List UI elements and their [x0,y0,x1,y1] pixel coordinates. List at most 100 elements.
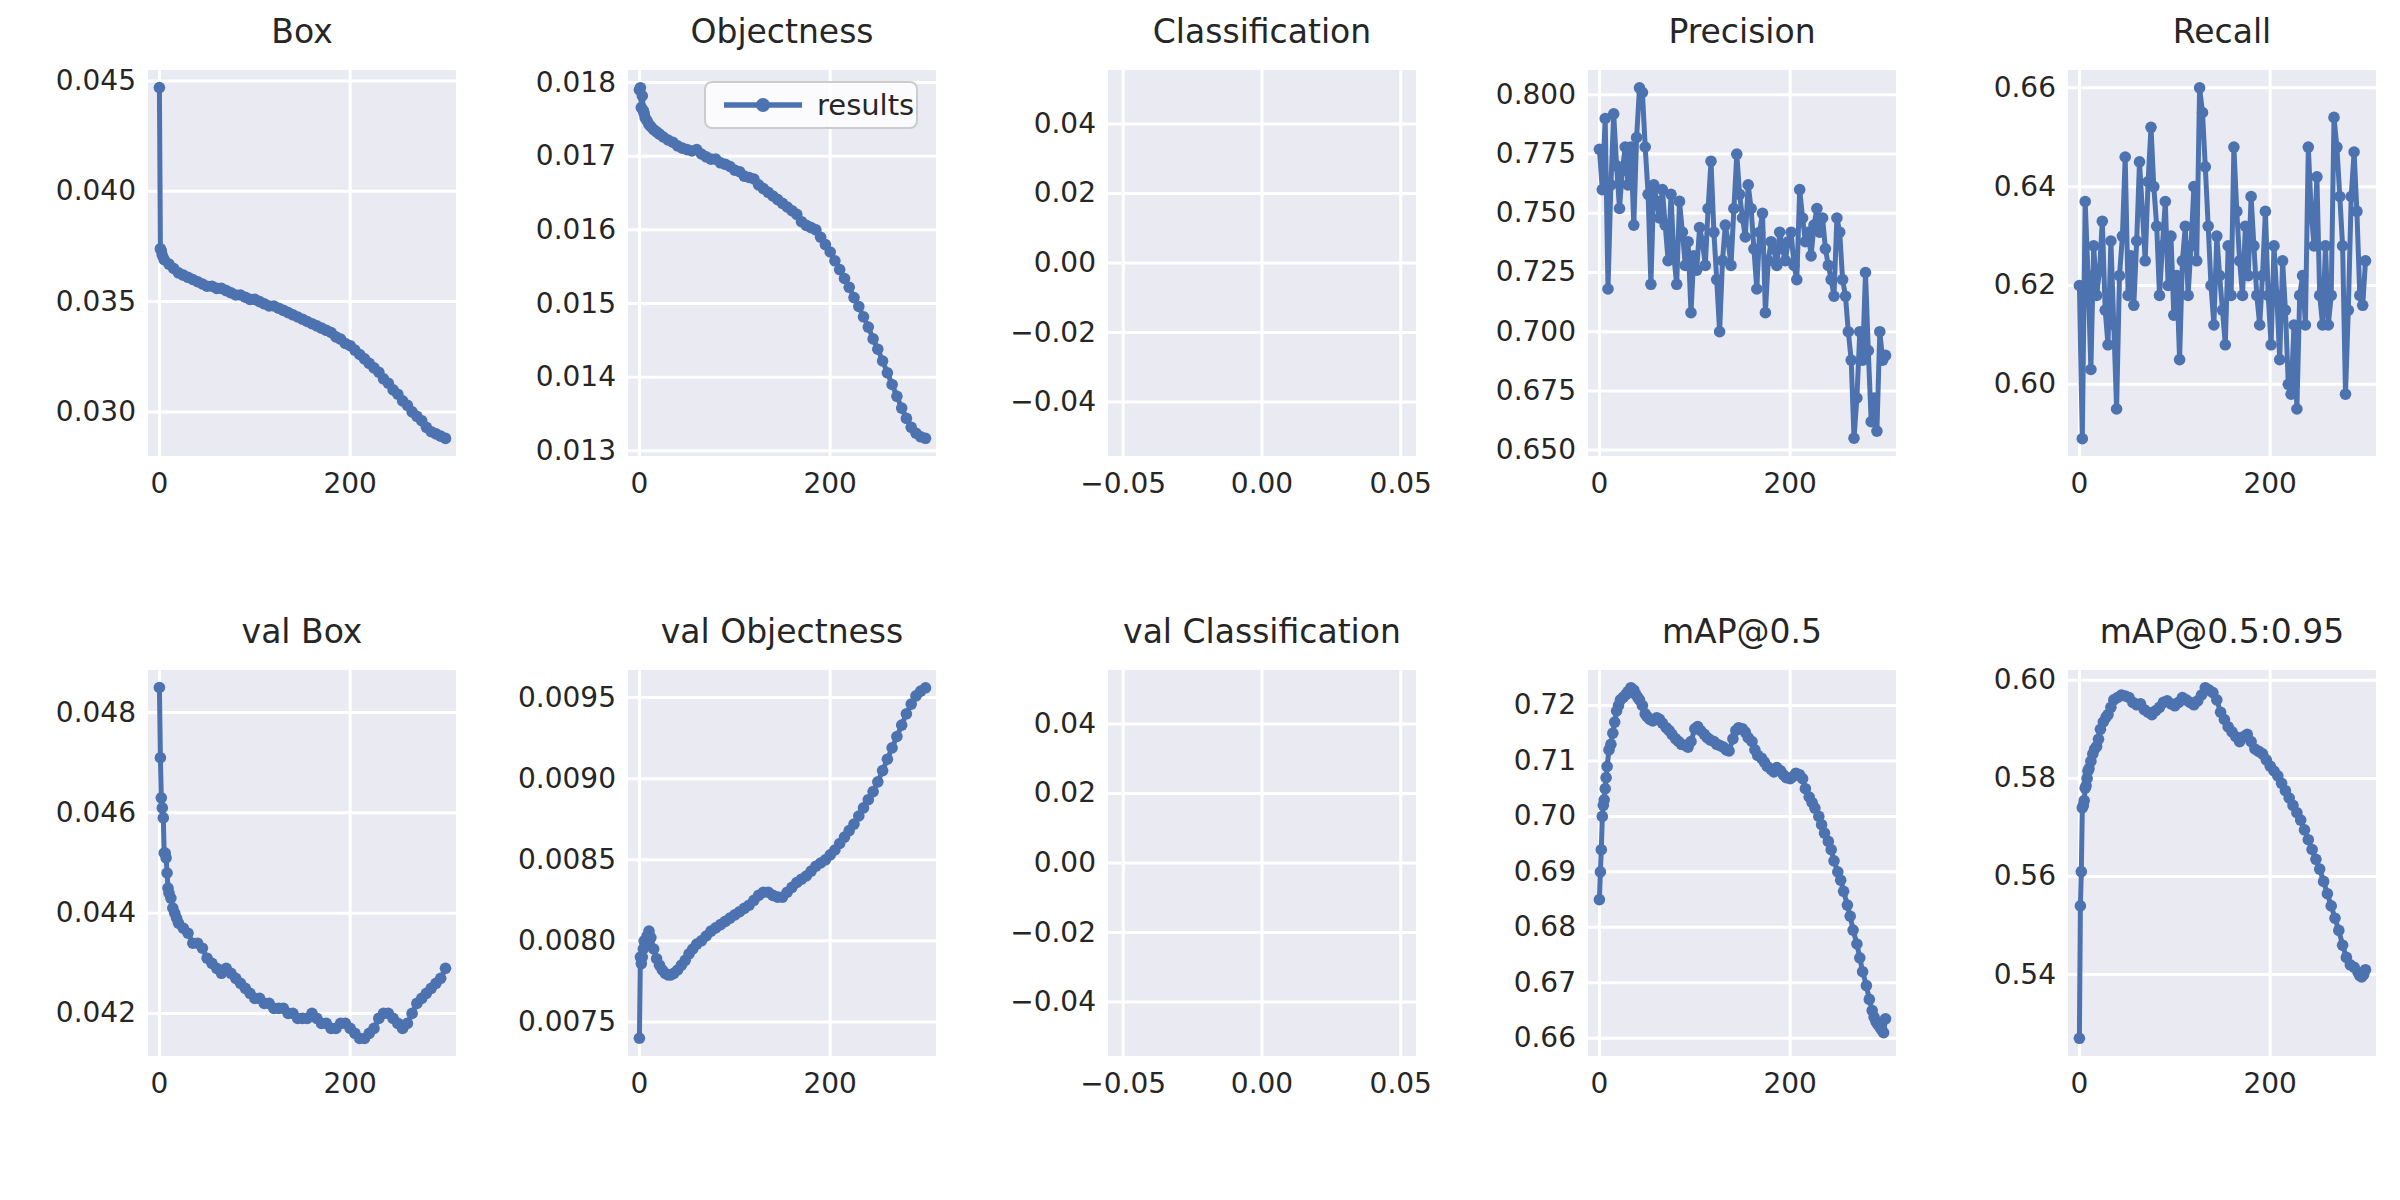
map50-95-plot [2068,670,2376,1056]
y-tick-label: 0.013 [480,437,616,465]
plot-title: mAP@0.5:0.95 [2068,612,2376,652]
y-tick-label: 0.72 [1440,691,1576,719]
x-tick-label: 0 [1591,470,1609,498]
plot-background [148,670,456,1056]
subplot-map50: mAP@0.5 0.660.670.680.690.700.710.720200 [1440,600,1920,1200]
subplot-precision: Precision 0.6500.6750.7000.7250.7500.775… [1440,0,1920,600]
x-tick-label: 200 [323,1070,376,1098]
classification-loss-plot [1108,70,1416,456]
val-classification-loss-plot [1108,670,1416,1056]
y-tick-label: 0.675 [1440,377,1576,405]
x-tick-label: 200 [1763,470,1816,498]
y-tick-label: 0.045 [0,67,136,95]
x-tick-label: 0.05 [1370,470,1432,498]
subplot-val-classification: val Classification −0.04 −0.02 0.00 0.02 0.0… [960,600,1440,1200]
x-tick-label: 0 [1591,1070,1609,1098]
plot-title: Objectness [628,12,936,52]
y-tick-label: 0.68 [1440,913,1576,941]
y-tick-label: −0.02 [960,919,1096,947]
x-tick-label: 0.00 [1231,470,1293,498]
y-tick-label: 0.60 [1920,370,2056,398]
y-tick-label: 0.00 [960,249,1096,277]
subplot-map50-95: mAP@0.5:0.95 0.540.560.580.600200 [1920,600,2400,1200]
y-tick-label: 0.650 [1440,436,1576,464]
x-tick-label: 200 [803,470,856,498]
y-tick-label: 0.70 [1440,802,1576,830]
y-tick-label: 0.0080 [480,927,616,955]
y-tick-label: 0.71 [1440,747,1576,775]
y-tick-label: 0.725 [1440,258,1576,286]
y-tick-label: 0.62 [1920,271,2056,299]
y-tick-label: 0.044 [0,899,136,927]
y-tick-label: 0.04 [960,710,1096,738]
x-tick-label: 200 [2243,470,2296,498]
x-tick-label: 0.00 [1231,1070,1293,1098]
y-tick-label: 0.66 [1920,74,2056,102]
y-tick-label: 0.02 [960,779,1096,807]
y-tick-label: −0.02 [960,319,1096,347]
plot-background [1588,70,1896,456]
y-tick-label: 0.04 [960,110,1096,138]
x-tick-label: 0 [631,470,649,498]
x-tick-label: 0 [631,1070,649,1098]
legend-marker-icon [756,98,770,112]
y-tick-label: 0.64 [1920,173,2056,201]
plot-title: Recall [2068,12,2376,52]
y-tick-label: 0.040 [0,177,136,205]
y-tick-label: 0.014 [480,363,616,391]
val-objectness-loss-plot [628,670,936,1056]
box-loss-plot [148,70,456,456]
plot-title: val Box [148,612,456,652]
x-tick-label: 0.05 [1370,1070,1432,1098]
val-box-loss-plot [148,670,456,1056]
subplot-recall: Recall 0.60 0.62 0.64 0.66 0 200 [1920,0,2400,600]
y-tick-label: 0.775 [1440,140,1576,168]
y-tick-label: 0.016 [480,216,616,244]
y-tick-label: 0.69 [1440,858,1576,886]
y-tick-label: 0.0075 [480,1008,616,1036]
results-figure: Box 0.0300.0350.0400.0450200 Objectness … [0,0,2400,1200]
y-tick-label: 0.030 [0,398,136,426]
y-tick-label: 0.67 [1440,969,1576,997]
y-tick-label: 0.048 [0,699,136,727]
y-tick-label: 0.56 [1920,862,2056,890]
y-tick-label: 0.0090 [480,765,616,793]
x-tick-label: 200 [803,1070,856,1098]
plot-title: Box [148,12,456,52]
y-tick-label: 0.750 [1440,199,1576,227]
y-tick-label: 0.015 [480,290,616,318]
plot-title: val Objectness [628,612,936,652]
y-tick-label: 0.0095 [480,684,616,712]
subplot-val-objectness: val Objectness 0.0075 0.0080 0.0085 0.0090 0… [480,600,960,1200]
legend-label: results [817,88,914,122]
y-tick-label: 0.046 [0,799,136,827]
y-tick-label: 0.60 [1920,666,2056,694]
y-tick-label: 0.66 [1440,1024,1576,1052]
plot-background [148,70,456,456]
y-tick-label: 0.035 [0,288,136,316]
y-tick-label: −0.04 [960,388,1096,416]
y-tick-label: −0.04 [960,988,1096,1016]
x-tick-label: −0.05 [1080,1070,1166,1098]
x-tick-label: 200 [1763,1070,1816,1098]
y-tick-label: 0.02 [960,179,1096,207]
y-tick-label: 0.00 [960,849,1096,877]
plot-background [628,670,936,1056]
y-tick-label: 0.017 [480,142,616,170]
plot-background [2068,670,2376,1056]
plot-title: val Classification [1108,612,1416,652]
x-tick-label: 0 [2071,1070,2089,1098]
x-tick-label: 0 [151,1070,169,1098]
y-tick-label: 0.0085 [480,846,616,874]
subplot-val-box: val Box 0.0420.0440.0460.0480200 [0,600,480,1200]
map50-plot [1588,670,1896,1056]
x-tick-label: 0 [2071,470,2089,498]
subplot-objectness: Objectness results 0.013 0.014 0.015 0.016 0… [480,0,960,600]
x-tick-label: 200 [323,470,376,498]
x-tick-label: −0.05 [1080,470,1166,498]
subplot-box: Box 0.0300.0350.0400.0450200 [0,0,480,600]
y-tick-label: 0.800 [1440,81,1576,109]
precision-plot [1588,70,1896,456]
objectness-loss-plot: results [628,70,936,456]
y-tick-label: 0.54 [1920,961,2056,989]
